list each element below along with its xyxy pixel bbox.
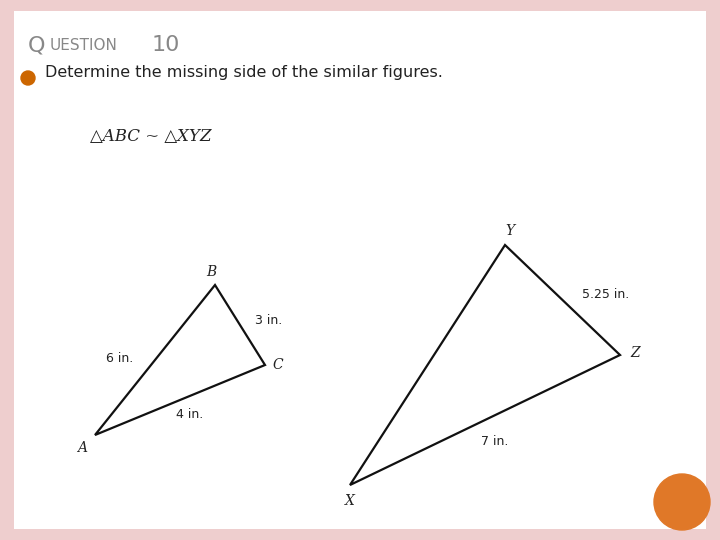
Text: 6 in.: 6 in. bbox=[106, 352, 133, 365]
Text: A: A bbox=[77, 441, 87, 455]
Text: C: C bbox=[273, 358, 283, 372]
Text: Determine the missing side of the similar figures.: Determine the missing side of the simila… bbox=[45, 64, 443, 79]
Text: UESTION: UESTION bbox=[50, 38, 118, 53]
Text: Y: Y bbox=[505, 224, 515, 238]
Text: Q: Q bbox=[28, 35, 45, 55]
Text: X: X bbox=[345, 494, 355, 508]
Text: 5.25 in.: 5.25 in. bbox=[582, 288, 629, 301]
Text: 4 in.: 4 in. bbox=[176, 408, 204, 421]
Text: 10: 10 bbox=[152, 35, 181, 55]
Text: 7 in.: 7 in. bbox=[481, 435, 509, 448]
Circle shape bbox=[21, 71, 35, 85]
Text: 3 in.: 3 in. bbox=[255, 314, 282, 327]
Text: B: B bbox=[206, 265, 216, 279]
Circle shape bbox=[654, 474, 710, 530]
Text: Z: Z bbox=[630, 346, 640, 360]
Text: △ABC ~ △XYZ: △ABC ~ △XYZ bbox=[90, 128, 212, 145]
